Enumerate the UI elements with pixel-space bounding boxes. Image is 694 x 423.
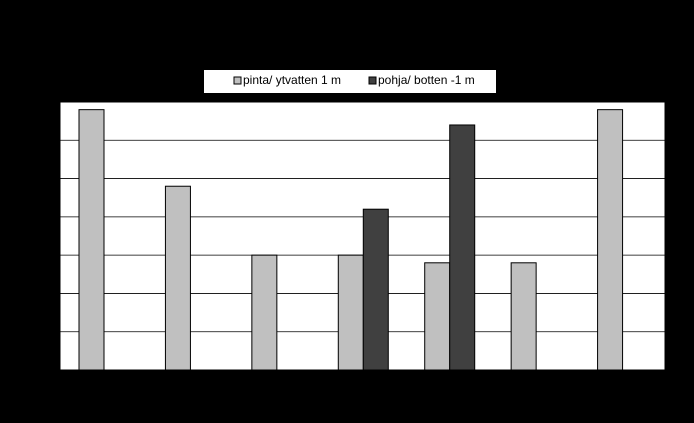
bar	[449, 124, 476, 371]
legend-label: pohja/ botten -1 m	[378, 73, 475, 87]
legend-label: pinta/ ytvatten 1 m	[243, 73, 341, 87]
bar	[78, 109, 105, 371]
legend-swatch	[233, 76, 242, 85]
bar	[510, 262, 537, 371]
bar	[337, 254, 364, 371]
bar	[251, 254, 278, 371]
legend-swatch	[368, 76, 377, 85]
bar	[164, 185, 191, 371]
bar	[362, 208, 389, 371]
bar	[597, 109, 624, 371]
legend	[204, 70, 496, 93]
bar	[424, 262, 451, 371]
